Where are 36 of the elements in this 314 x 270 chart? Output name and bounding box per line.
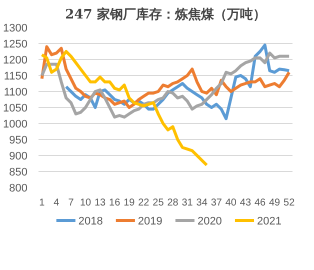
y-tick-label: 1050	[3, 102, 28, 114]
y-tick-label: 1200	[3, 54, 28, 66]
x-tick-label: 52	[284, 198, 296, 208]
x-tick-label: 31	[182, 198, 194, 208]
x-tick-label: 46	[254, 198, 266, 208]
y-tick-label: 1250	[3, 38, 28, 50]
x-tick-label: 1	[39, 198, 46, 208]
x-tick-label: 43	[240, 198, 252, 208]
x-tick-label: 7	[68, 198, 74, 208]
y-tick-label: 1150	[4, 70, 28, 82]
x-tick-label: 19	[124, 198, 136, 208]
x-tick-label: 13	[94, 198, 106, 208]
x-tick-label: 22	[138, 198, 150, 208]
y-tick-label: 850	[9, 166, 28, 178]
y-tick-label: 1100	[4, 86, 28, 98]
line-series	[40, 50, 208, 167]
x-tick-label: 34	[196, 198, 208, 208]
x-tick-label: 4	[54, 198, 60, 208]
x-tick-label: 40	[225, 198, 237, 208]
y-tick-label: 1000	[3, 118, 28, 130]
legend-label: 2018	[78, 216, 103, 228]
x-tick-label: 10	[80, 198, 92, 208]
x-tick-label: 25	[152, 198, 164, 208]
x-tick-label: 37	[210, 198, 222, 208]
y-tick-label: 800	[9, 182, 28, 194]
legend-label: 2019	[138, 216, 162, 228]
x-tick-label: 49	[269, 198, 281, 208]
legend-label: 2021	[256, 216, 282, 228]
y-tick-label: 950	[9, 134, 28, 146]
chart-title: 247 家钢厂库存：炼焦煤（万吨）	[65, 6, 266, 22]
y-tick-label: 900	[9, 150, 28, 162]
y-tick-label: 1300	[3, 22, 28, 34]
x-tick-label: 28	[167, 198, 179, 208]
legend-label: 2020	[197, 216, 222, 228]
line-series	[40, 52, 291, 119]
x-tick-label: 16	[109, 198, 121, 208]
